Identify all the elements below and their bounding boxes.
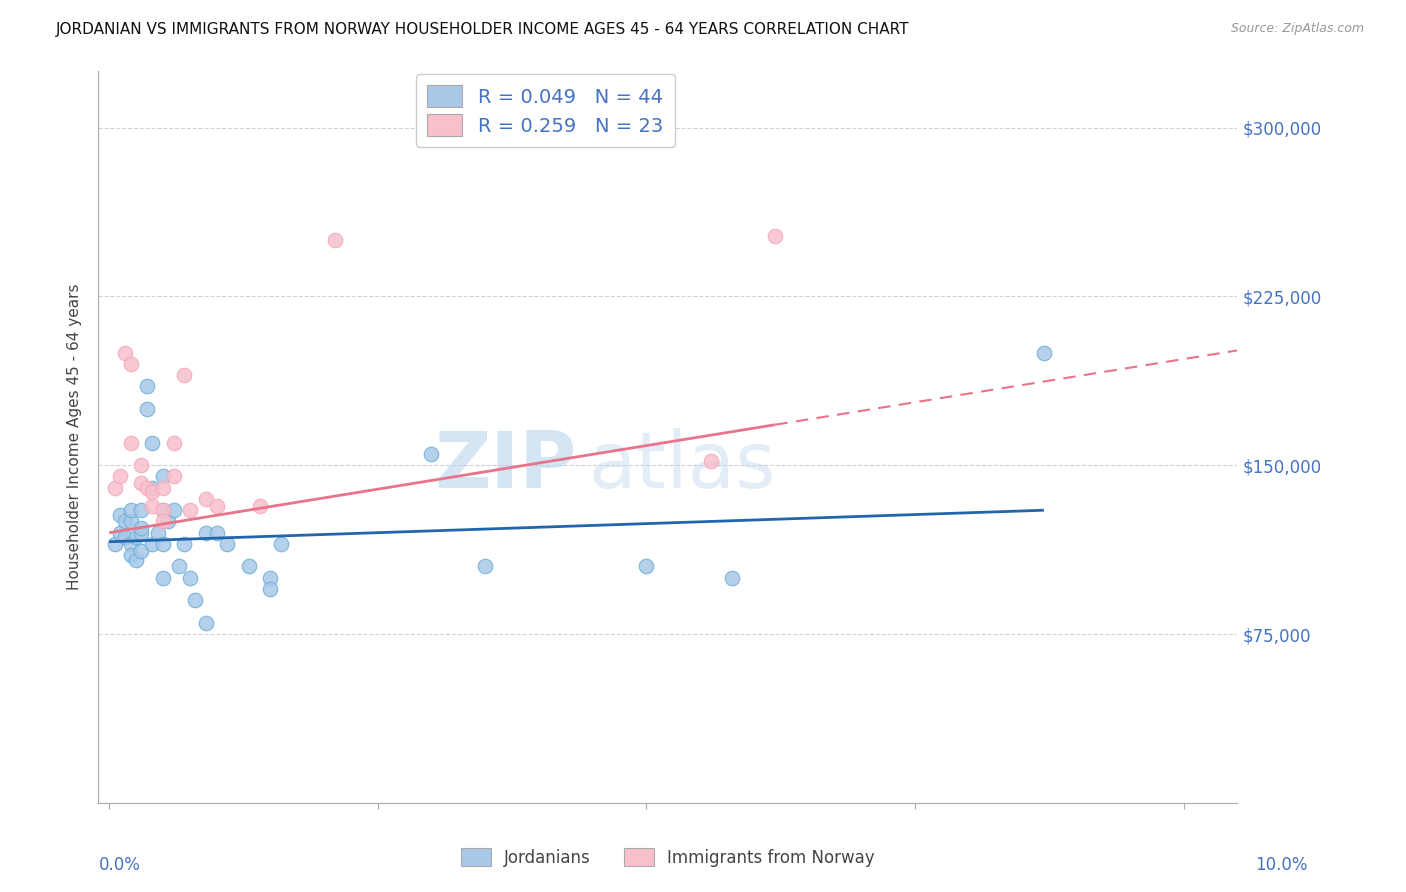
Text: JORDANIAN VS IMMIGRANTS FROM NORWAY HOUSEHOLDER INCOME AGES 45 - 64 YEARS CORREL: JORDANIAN VS IMMIGRANTS FROM NORWAY HOUS… [56,22,910,37]
Point [152,503,174,517]
Point [763,228,786,243]
Point [205,499,228,513]
Point [179,503,201,517]
Point [152,469,174,483]
Legend: Jordanians, Immigrants from Norway: Jordanians, Immigrants from Norway [453,839,883,875]
Point [217,537,239,551]
Point [162,469,184,483]
Text: atlas: atlas [588,428,776,504]
Y-axis label: Householder Income Ages 45 - 64 years: Householder Income Ages 45 - 64 years [67,284,83,591]
Point [152,481,174,495]
Point [205,525,228,540]
Point [141,537,163,551]
Point [125,553,148,567]
Point [131,521,153,535]
Point [131,543,153,558]
Text: Source: ZipAtlas.com: Source: ZipAtlas.com [1230,22,1364,36]
Point [114,530,136,544]
Point [108,508,131,522]
Point [103,481,125,495]
Point [173,368,195,383]
Point [120,357,142,371]
Point [194,525,217,540]
Point [323,233,346,247]
Point [162,435,184,450]
Text: 10.0%: 10.0% [1256,856,1308,874]
Point [636,559,658,574]
Text: 0.0%: 0.0% [98,856,141,874]
Point [131,476,153,491]
Point [131,525,153,540]
Point [194,491,217,506]
Point [120,537,142,551]
Point [114,515,136,529]
Point [141,485,163,500]
Point [120,515,142,529]
Point [103,537,125,551]
Point [184,593,207,607]
Point [120,548,142,562]
Point [474,559,496,574]
Point [120,435,142,450]
Point [152,571,174,585]
Text: ZIP: ZIP [434,428,576,504]
Point [173,537,195,551]
Point [194,615,217,630]
Point [152,537,174,551]
Point [259,582,281,596]
Point [108,525,131,540]
Point [141,435,163,450]
Point [420,447,443,461]
Point [125,530,148,544]
Point [141,499,163,513]
Point [108,469,131,483]
Point [135,401,157,416]
Point [135,379,157,393]
Point [135,481,157,495]
Point [700,453,723,467]
Point [114,345,136,359]
Point [259,571,281,585]
Point [152,503,174,517]
Point [131,458,153,473]
Point [146,525,169,540]
Point [238,559,260,574]
Point [131,503,153,517]
Point [249,499,271,513]
Point [721,571,744,585]
Point [120,503,142,517]
Point [162,503,184,517]
Point [1032,345,1054,359]
Point [152,515,174,529]
Point [167,559,190,574]
Point [179,571,201,585]
Point [141,481,163,495]
Point [270,537,292,551]
Point [157,515,180,529]
